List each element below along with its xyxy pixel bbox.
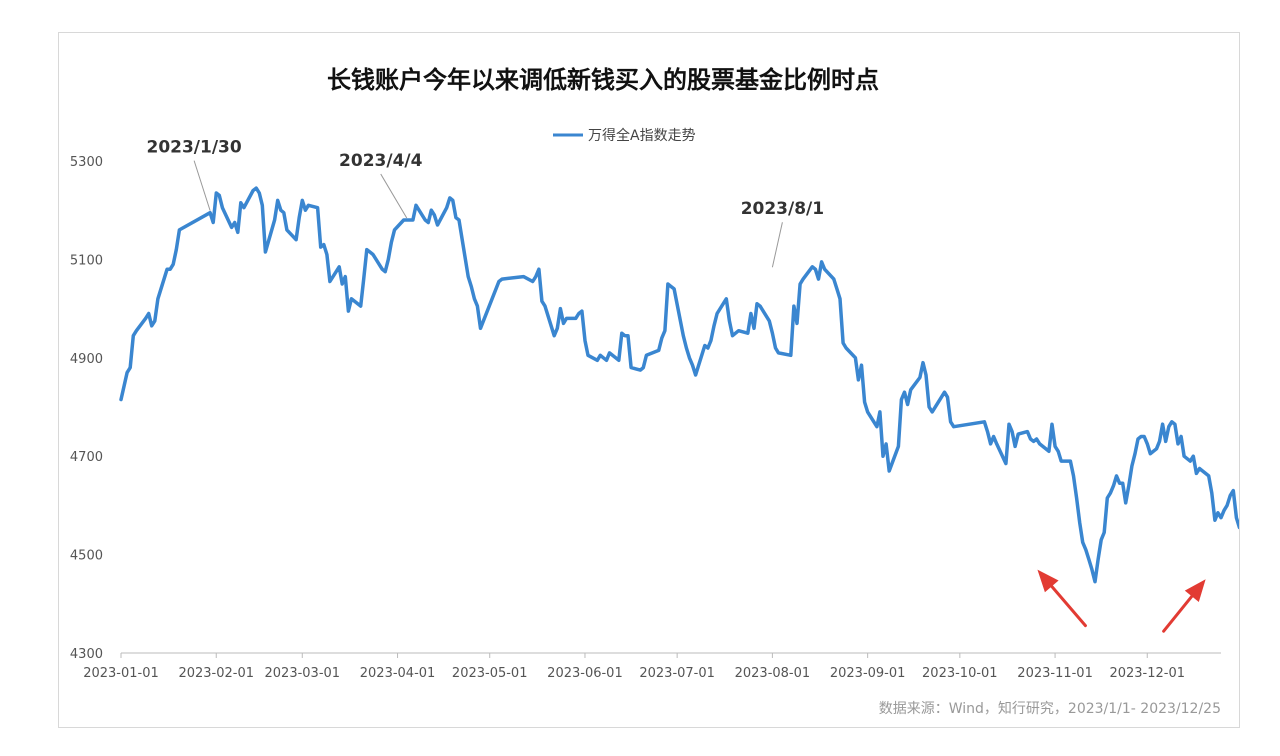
- y-tick-label: 4900: [70, 352, 103, 367]
- x-tick-label: 2023-04-01: [360, 666, 436, 681]
- red-arrow: [1162, 579, 1206, 633]
- legend: 万得全A指数走势: [553, 127, 696, 144]
- data-source: 数据来源：Wind，知行研究，2023/1/1- 2023/12/25: [879, 700, 1221, 717]
- annotation-label: 2023/1/30: [146, 138, 241, 158]
- x-tick-label: 2023-07-01: [639, 666, 715, 681]
- x-tick-label: 2023-09-01: [830, 666, 906, 681]
- legend-label: 万得全A指数走势: [588, 127, 696, 144]
- line-chart: 长钱账户今年以来调低新钱买入的股票基金比例时点 万得全A指数走势 4300 450…: [70, 66, 1239, 717]
- x-tick-label: 2023-01-01: [83, 666, 159, 681]
- x-tick-label: 2023-12-01: [1109, 666, 1185, 681]
- annotation-leader: [771, 222, 783, 268]
- y-axis: 4300 4500 4700 4900 5100 5300: [70, 155, 103, 662]
- chart-frame: 长钱账户今年以来调低新钱买入的股票基金比例时点 万得全A指数走势 4300 450…: [58, 32, 1240, 728]
- x-tick-label: 2023-06-01: [547, 666, 623, 681]
- index-line: [119, 186, 1239, 584]
- x-tick-label: 2023-05-01: [452, 666, 528, 681]
- y-tick-label: 4500: [70, 549, 103, 564]
- annotation-label: 2023/4/4: [339, 151, 423, 171]
- y-tick-label: 5300: [70, 155, 103, 170]
- red-arrow-head: [1037, 569, 1059, 593]
- red-arrow-head: [1184, 579, 1206, 602]
- x-tick-label: 2023-10-01: [922, 666, 998, 681]
- series-layer: [119, 186, 1239, 584]
- annotation-leader: [193, 160, 211, 211]
- y-tick-label: 4300: [70, 647, 103, 662]
- x-tick-label: 2023-08-01: [735, 666, 811, 681]
- annotation-leader: [380, 173, 408, 219]
- annotation-label: 2023/8/1: [741, 199, 824, 219]
- x-tick-label: 2023-02-01: [178, 666, 254, 681]
- red-arrow: [1037, 569, 1087, 628]
- annotations-layer: 2023/1/30 2023/4/4 2023/8/1: [146, 138, 824, 268]
- x-tick-label: 2023-03-01: [265, 666, 341, 681]
- y-tick-label: 4700: [70, 450, 103, 465]
- y-tick-label: 5100: [70, 253, 103, 268]
- x-axis: 2023-01-01 2023-02-01 2023-03-01 2023-04-01…: [83, 652, 1221, 681]
- chart-title: 长钱账户今年以来调低新钱买入的股票基金比例时点: [327, 66, 879, 94]
- arrows-layer: [1037, 569, 1206, 633]
- red-arrow-shaft: [1162, 594, 1194, 633]
- x-tick-label: 2023-11-01: [1017, 666, 1093, 681]
- red-arrow-shaft: [1050, 584, 1087, 628]
